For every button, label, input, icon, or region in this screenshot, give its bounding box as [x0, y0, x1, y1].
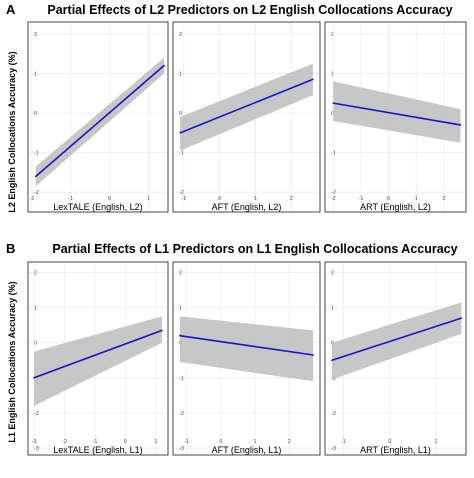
- x-tick-label: 1: [415, 196, 418, 202]
- x-tick-label: 0: [124, 439, 127, 445]
- y-axis-label-b: L1 English Collocations Accuracy (%): [7, 281, 17, 442]
- confidence-band: [34, 316, 162, 406]
- y-axis-label-a: L2 English Collocations Accuracy (%): [7, 51, 17, 212]
- y-tick-label: 0: [331, 111, 334, 117]
- x-axis-label: ART (English, L2): [360, 202, 431, 212]
- x-tick-label: -1: [358, 196, 363, 202]
- x-tick-label: -3: [32, 439, 37, 445]
- x-tick-label: 1: [147, 196, 150, 202]
- x-axis-label: AFT (English, L1): [212, 445, 282, 455]
- y-tick-label: 2: [331, 271, 334, 277]
- panel-border: [27, 21, 169, 213]
- y-tick-label: 1: [331, 306, 334, 312]
- fitted-line: [332, 102, 462, 126]
- y-tick-label: 2: [331, 32, 334, 38]
- fitted-line: [179, 78, 314, 134]
- y-tick-label: 2: [179, 32, 182, 38]
- x-tick-label: -1: [93, 439, 98, 445]
- x-axis-label: AFT (English, L2): [212, 202, 282, 212]
- y-tick-label: 1: [179, 71, 182, 77]
- fitted-line: [331, 317, 463, 362]
- x-tick-label: 2: [288, 439, 291, 445]
- x-axis-label: ART (English, L1): [360, 445, 431, 455]
- x-tick-label: -2: [62, 439, 67, 445]
- panel-border: [172, 261, 321, 456]
- y-tick-label: 0: [179, 111, 182, 117]
- panel-letter-b: B: [6, 241, 15, 256]
- y-tick-label: 2: [179, 271, 182, 277]
- y-tick-label: -2: [331, 411, 336, 417]
- x-tick-label: 1: [254, 196, 257, 202]
- x-axis-label: LexTALE (English, L1): [53, 445, 142, 455]
- x-tick-label: 0: [218, 196, 221, 202]
- fitted-line: [179, 334, 314, 356]
- x-tick-label: 0: [388, 439, 391, 445]
- y-tick-label: -2: [34, 411, 39, 417]
- panel-border: [324, 21, 467, 213]
- x-tick-label: -2: [29, 196, 34, 202]
- y-tick-label: -3: [34, 446, 39, 452]
- panel-border: [324, 261, 467, 456]
- x-tick-label: 0: [108, 196, 111, 202]
- x-tick-label: 2: [290, 196, 293, 202]
- x-tick-label: 0: [219, 439, 222, 445]
- x-tick-label: -1: [181, 196, 186, 202]
- y-tick-label: 1: [179, 306, 182, 312]
- fitted-line: [33, 329, 163, 379]
- x-tick-label: -2: [331, 196, 336, 202]
- panel-sec0-panel0: -2 -1 0 1 2 -2 -1 0 1 LexTALE (English, L2): [27, 21, 169, 213]
- confidence-band: [180, 63, 313, 151]
- x-tick-label: -1: [184, 439, 189, 445]
- y-tick-label: 2: [34, 32, 37, 38]
- y-tick-label: -1: [179, 151, 184, 157]
- fitted-line: [34, 64, 165, 178]
- y-tick-label: -3: [179, 446, 184, 452]
- x-tick-label: 1: [254, 439, 257, 445]
- y-tick-label: -2: [34, 190, 39, 196]
- confidence-band: [333, 81, 461, 143]
- x-tick-label: -1: [68, 196, 73, 202]
- x-tick-label: 1: [154, 439, 157, 445]
- y-tick-label: 1: [34, 306, 37, 312]
- y-tick-label: -3: [331, 446, 336, 452]
- panel-border: [27, 261, 169, 456]
- x-axis-label: LexTALE (English, L2): [53, 202, 142, 212]
- confidence-band: [179, 316, 314, 382]
- x-tick-label: 1: [434, 439, 437, 445]
- x-tick-label: -1: [341, 439, 346, 445]
- y-tick-label: 1: [34, 71, 37, 77]
- y-tick-label: -1: [34, 151, 39, 157]
- confidence-band: [331, 302, 462, 380]
- y-tick-label: 0: [34, 111, 37, 117]
- panel-border: [172, 21, 321, 213]
- y-tick-label: -2: [179, 411, 184, 417]
- y-tick-label: 0: [34, 341, 37, 347]
- y-tick-label: -1: [179, 376, 184, 382]
- y-tick-label: 2: [34, 271, 37, 277]
- x-tick-label: 0: [387, 196, 390, 202]
- y-tick-label: -2: [179, 190, 184, 196]
- x-tick-label: 2: [442, 196, 445, 202]
- panel-letter-a: A: [6, 2, 16, 17]
- panel-title-b: Partial Effects of L1 Predictors on L1 E…: [52, 242, 457, 256]
- y-tick-label: 1: [331, 71, 334, 77]
- panel-title-a: Partial Effects of L2 Predictors on L2 E…: [47, 3, 452, 17]
